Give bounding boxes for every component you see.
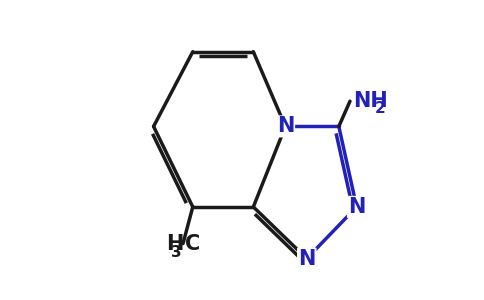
Text: 2: 2	[375, 101, 386, 116]
Text: NH: NH	[353, 91, 388, 111]
Text: H: H	[166, 234, 183, 254]
Text: C: C	[185, 234, 200, 254]
Text: N: N	[298, 249, 316, 268]
Text: N: N	[277, 116, 294, 136]
Text: 3: 3	[171, 245, 182, 260]
Text: N: N	[348, 197, 365, 217]
